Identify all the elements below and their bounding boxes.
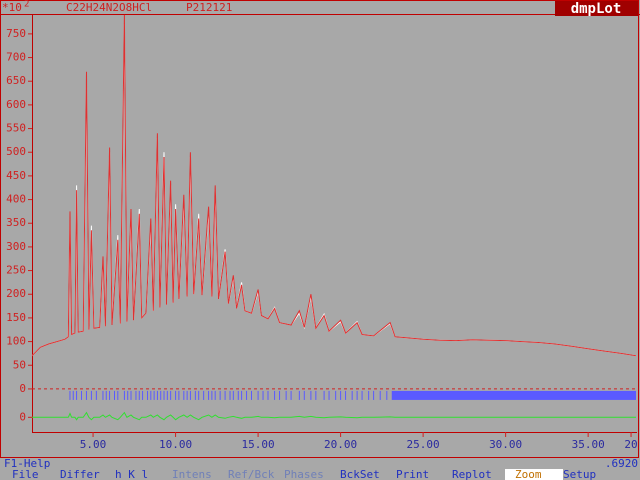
y-tick-label: 650 (6, 74, 26, 87)
y-tick-label: 400 (6, 193, 26, 206)
x-tick-label: 25.00 (407, 438, 440, 451)
y-exponent: 2 (24, 0, 29, 10)
series-line (31, 14, 637, 357)
reflection-band (391, 390, 636, 400)
y-tick-label: 0 (19, 410, 26, 423)
menu-item[interactable]: BckSet (340, 468, 380, 480)
menu-item[interactable]: Intens (172, 468, 212, 480)
app-badge (555, 1, 638, 16)
y-tick-label: 500 (6, 145, 26, 158)
y-tick-label: 750 (6, 27, 26, 40)
y-tick-label: 700 (6, 51, 26, 64)
menu-item[interactable]: Differ (60, 468, 100, 480)
x-tick-label: 20.00 (324, 438, 357, 451)
series-line (32, 411, 636, 421)
x-tick-label: 35.00 (572, 438, 605, 451)
formula: C22H24N2O8HCl (66, 1, 152, 14)
frame (0, 0, 639, 458)
menu-item[interactable]: Print (396, 468, 429, 480)
y-tick-label: 450 (6, 169, 26, 182)
menu-item[interactable]: Zoom (515, 468, 542, 480)
y-tick-label: 600 (6, 98, 26, 111)
x-tick-label: 30.00 (489, 438, 522, 451)
y-tick-label: 300 (6, 240, 26, 253)
readout: .6920 (605, 457, 638, 470)
x-tick-label: 5.00 (80, 438, 107, 451)
y-tick-label: 350 (6, 216, 26, 229)
y-tick-label: 100 (6, 335, 26, 348)
app-name: dmpLot (571, 1, 622, 17)
y-tick-label: 550 (6, 122, 26, 135)
y-multiplier: *10 (2, 1, 22, 14)
menu-item[interactable]: Phases (284, 468, 324, 480)
space-group: P212121 (186, 1, 232, 14)
menu-item[interactable]: h K l (115, 468, 148, 480)
y-tick-label: 150 (6, 311, 26, 324)
x-tick-label: 10.00 (159, 438, 192, 451)
menu-item[interactable]: Setup (563, 468, 596, 480)
menu-highlight (505, 469, 563, 480)
x-tick-label: 15.00 (242, 438, 275, 451)
y-tick-label: 50 (13, 358, 26, 371)
help-hint: F1-Help (4, 457, 50, 470)
menu-item[interactable]: Replot (452, 468, 492, 480)
menu-item[interactable]: File (12, 468, 39, 480)
x-tick-label: 20 (624, 438, 637, 451)
menu-item[interactable]: Ref/Bck (228, 468, 275, 480)
y-tick-label: 200 (6, 287, 26, 300)
y-tick-label: 0 (19, 382, 26, 395)
y-tick-label: 250 (6, 264, 26, 277)
